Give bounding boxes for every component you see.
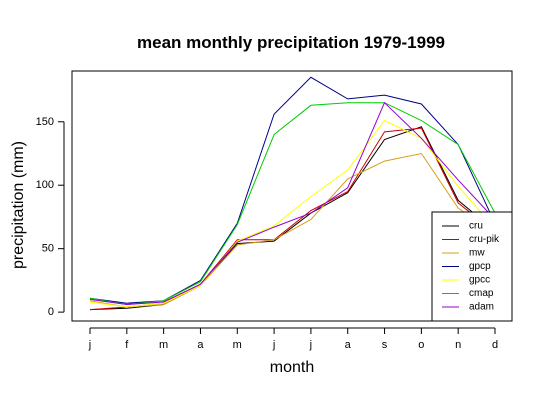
y-tick-label: 100	[36, 179, 54, 191]
x-tick-label: j	[88, 339, 91, 351]
chart-title: mean monthly precipitation 1979-1999	[137, 33, 445, 52]
y-tick-label: 50	[42, 243, 54, 255]
legend-label-adam: adam	[469, 302, 494, 313]
x-tick-label: a	[345, 339, 352, 351]
legend-label-gpcc: gpcc	[469, 275, 490, 286]
legend-label-mw: mw	[469, 248, 485, 259]
legend-label-cru-pik: cru-pik	[469, 234, 500, 245]
y-axis-title: precipitation (mm)	[10, 141, 27, 269]
legend-label-cru: cru	[469, 221, 483, 232]
x-tick-label: n	[455, 339, 461, 351]
series-line-gpcc	[89, 119, 496, 308]
y-tick-label: 150	[36, 116, 54, 128]
y-axis: 0 50 100 150	[36, 116, 65, 318]
x-tick-label: j	[309, 339, 312, 351]
series-line-cmap	[89, 102, 496, 306]
legend: cru cru-pik mw gpcp gpcc cmap adam	[431, 211, 513, 322]
series-layer	[89, 76, 496, 311]
x-tick-label: d	[492, 339, 498, 351]
x-tick-label: m	[159, 339, 168, 351]
x-axis-title: month	[270, 359, 314, 376]
x-tick-label: a	[197, 339, 204, 351]
x-tick-label: s	[382, 339, 388, 351]
x-tick-label: j	[272, 339, 275, 351]
series-line-mw	[89, 152, 496, 308]
x-tick-label: m	[233, 339, 242, 351]
y-tick-label: 0	[48, 306, 54, 318]
series-line-adam	[89, 101, 496, 306]
x-tick-label: o	[418, 339, 424, 351]
legend-label-cmap: cmap	[469, 288, 494, 299]
plot-frame	[71, 70, 513, 322]
x-tick-label: f	[125, 339, 129, 351]
legend-label-gpcp: gpcp	[469, 261, 491, 272]
